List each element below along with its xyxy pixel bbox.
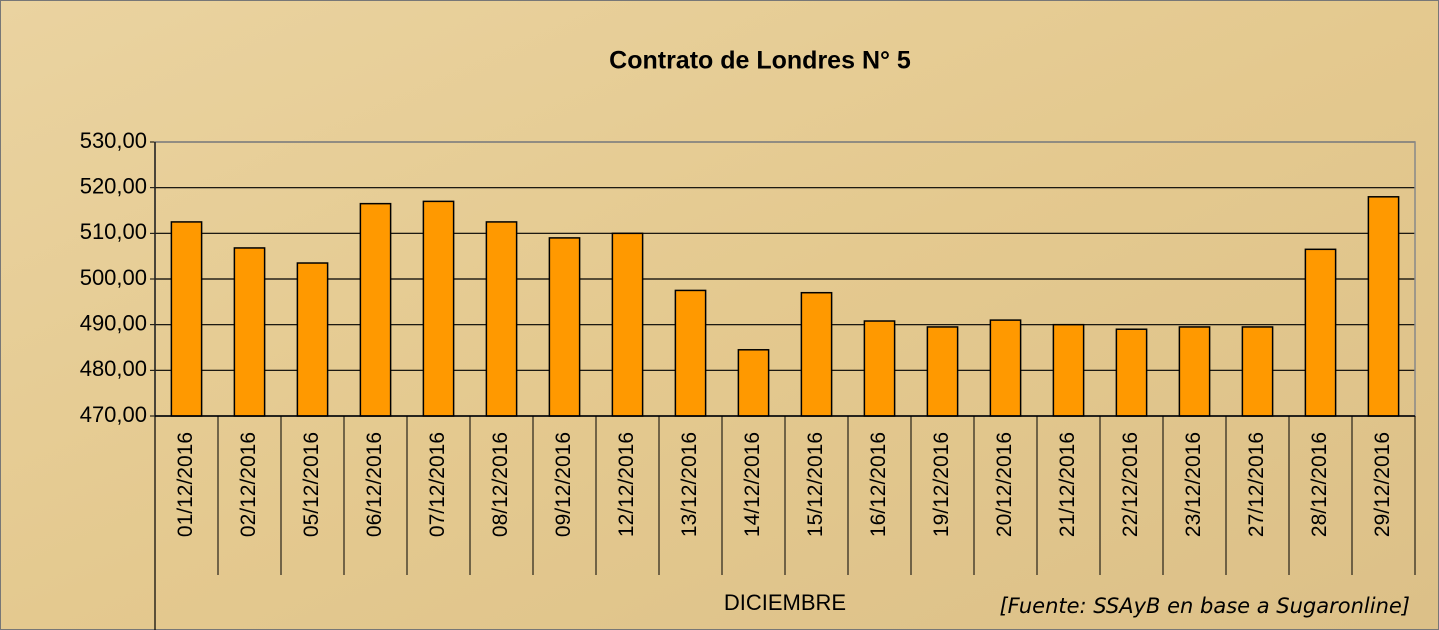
x-tick-label: 29/12/2016 (1371, 432, 1394, 537)
bar (611, 232, 644, 417)
y-tick-label: 500,00 (80, 265, 147, 290)
bar (926, 326, 959, 417)
y-tick-label: 470,00 (80, 402, 147, 427)
x-tick-label: 05/12/2016 (300, 432, 323, 537)
x-tick-label: 14/12/2016 (741, 432, 764, 537)
bar (359, 202, 392, 417)
x-tick-label: 15/12/2016 (804, 432, 827, 537)
bar (422, 200, 455, 417)
x-tick-label: 16/12/2016 (867, 432, 890, 537)
x-tick-label: 02/12/2016 (237, 432, 260, 537)
bar (548, 237, 581, 417)
bar (1052, 323, 1085, 417)
y-tick-label: 510,00 (80, 219, 147, 244)
x-tick-label: 06/12/2016 (363, 432, 386, 537)
bar (1115, 328, 1148, 417)
bar (233, 247, 266, 417)
y-tick-label: 490,00 (80, 310, 147, 335)
bar (989, 319, 1022, 417)
source-note: [Fuente: SSAyB en base a Sugaronline] (999, 594, 1410, 618)
chart-title: Contrato de Londres N° 5 (609, 47, 911, 75)
bar (737, 349, 770, 417)
x-tick-label: 21/12/2016 (1056, 432, 1079, 537)
y-tick-label: 530,00 (80, 128, 147, 153)
x-tick-label: 20/12/2016 (993, 432, 1016, 537)
bar (1241, 326, 1274, 417)
bar (674, 289, 707, 417)
x-tick-label: 09/12/2016 (552, 432, 575, 537)
x-tick-label: 23/12/2016 (1182, 432, 1205, 537)
x-axis-label: DICIEMBRE (724, 590, 846, 615)
x-tick-label: 28/12/2016 (1308, 432, 1331, 537)
bar (296, 262, 329, 417)
bar (170, 221, 203, 417)
x-tick-label: 12/12/2016 (615, 432, 638, 537)
x-tick-label: 13/12/2016 (678, 432, 701, 537)
bar (800, 291, 833, 417)
bar (485, 221, 518, 417)
x-tick-label: 22/12/2016 (1119, 432, 1142, 537)
y-tick-label: 480,00 (80, 356, 147, 381)
x-tick-label: 19/12/2016 (930, 432, 953, 537)
x-tick-label: 27/12/2016 (1245, 432, 1268, 537)
bar (1178, 326, 1211, 417)
bar (1304, 248, 1337, 417)
y-tick-label: 520,00 (80, 173, 147, 198)
x-tick-label: 08/12/2016 (489, 432, 512, 537)
x-tick-label: 01/12/2016 (174, 432, 197, 537)
bar (1367, 196, 1400, 417)
bar (863, 320, 896, 417)
x-tick-label: 07/12/2016 (426, 432, 449, 537)
